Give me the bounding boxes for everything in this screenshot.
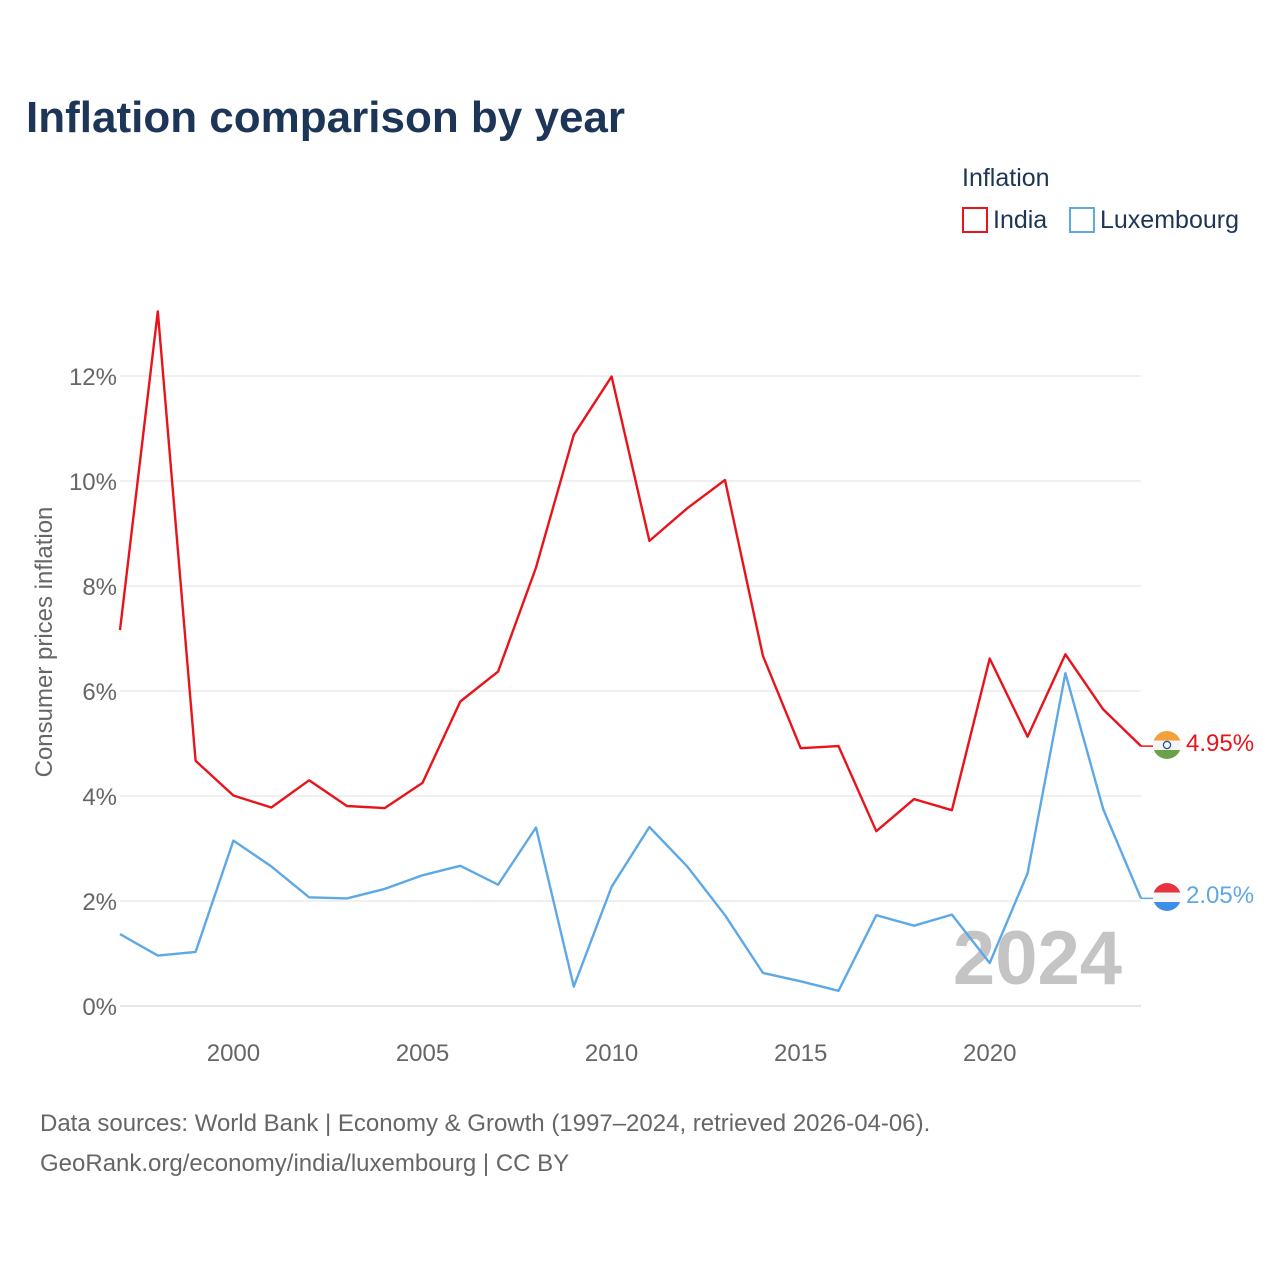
legend-swatch-india <box>962 207 988 233</box>
grid-lines <box>120 375 1141 1007</box>
end-label-luxembourg: 2.05% <box>1186 882 1254 909</box>
year-watermark: 2024 <box>953 916 1122 1001</box>
y-tick-label: 8% <box>82 574 117 601</box>
x-tick-label: 2020 <box>963 1040 1016 1067</box>
source-note: Data sources: World Bank | Economy & Gro… <box>40 1104 930 1184</box>
series-line-luxembourg <box>119 672 1143 992</box>
y-axis-label: Consumer prices inflation <box>31 507 58 778</box>
y-tick-label: 2% <box>82 889 117 916</box>
y-tick-label: 4% <box>82 784 117 811</box>
legend: India Luxembourg <box>962 206 1239 234</box>
x-tick-label: 2005 <box>396 1040 449 1067</box>
legend-title: Inflation <box>962 164 1050 192</box>
x-tick-label: 2015 <box>774 1040 827 1067</box>
legend-label-india: India <box>993 206 1047 234</box>
luxembourg-flag-icon <box>1153 883 1181 911</box>
legend-swatch-luxembourg <box>1069 207 1095 233</box>
y-tick-label: 0% <box>82 994 117 1021</box>
end-label-india: 4.95% <box>1186 730 1254 757</box>
y-tick-label: 12% <box>69 364 117 391</box>
source-line-data: Data sources: World Bank | Economy & Gro… <box>40 1110 931 1137</box>
series-lines <box>118 310 1153 992</box>
series-line-india <box>118 310 1142 833</box>
x-tick-label: 2000 <box>207 1040 260 1067</box>
x-axis-ticks: 2000 2005 2010 2015 2020 <box>207 1040 1017 1067</box>
chart-title: Inflation comparison by year <box>26 93 625 142</box>
y-axis-ticks: 0% 2% 4% 6% 8% 10% 12% <box>69 364 117 1021</box>
india-flag-icon <box>1153 731 1181 759</box>
legend-label-luxembourg: Luxembourg <box>1100 206 1239 234</box>
y-tick-label: 6% <box>82 679 117 706</box>
x-tick-label: 2010 <box>585 1040 638 1067</box>
y-tick-label: 10% <box>69 469 117 496</box>
source-line-link: GeoRank.org/economy/india/luxembourg | C… <box>40 1150 570 1177</box>
